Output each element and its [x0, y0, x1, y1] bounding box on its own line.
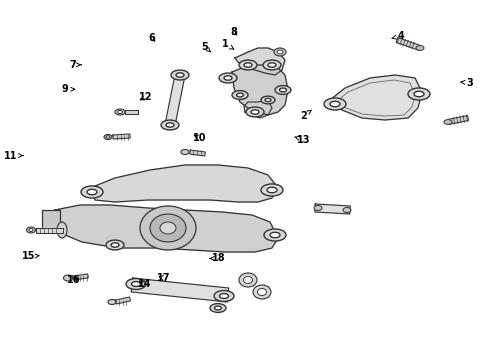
Text: 8: 8 — [230, 27, 237, 37]
Ellipse shape — [150, 214, 185, 242]
Text: 15: 15 — [21, 251, 39, 261]
Ellipse shape — [26, 227, 36, 233]
Polygon shape — [314, 204, 349, 214]
Ellipse shape — [165, 123, 174, 127]
Ellipse shape — [181, 149, 189, 154]
Text: 16: 16 — [66, 275, 80, 285]
Ellipse shape — [87, 189, 97, 195]
Ellipse shape — [244, 63, 251, 67]
Ellipse shape — [264, 229, 285, 241]
Text: 3: 3 — [460, 78, 472, 88]
Text: 10: 10 — [192, 132, 206, 143]
Ellipse shape — [261, 184, 283, 196]
Polygon shape — [189, 150, 205, 156]
Text: 7: 7 — [69, 60, 81, 70]
Text: 17: 17 — [157, 273, 170, 283]
Ellipse shape — [171, 70, 189, 80]
Ellipse shape — [63, 275, 72, 281]
Ellipse shape — [415, 46, 423, 50]
Polygon shape — [113, 134, 130, 139]
Text: 13: 13 — [294, 135, 310, 145]
Ellipse shape — [126, 279, 146, 289]
Text: 4: 4 — [391, 31, 404, 41]
Ellipse shape — [219, 293, 228, 298]
Ellipse shape — [245, 107, 264, 117]
Polygon shape — [165, 74, 184, 126]
Ellipse shape — [243, 276, 252, 284]
Text: 18: 18 — [209, 253, 225, 264]
Ellipse shape — [81, 186, 103, 198]
Polygon shape — [235, 48, 285, 75]
Polygon shape — [447, 116, 468, 125]
Ellipse shape — [224, 76, 231, 80]
Text: 11: 11 — [4, 150, 23, 161]
Ellipse shape — [131, 282, 140, 287]
Ellipse shape — [273, 48, 285, 56]
Ellipse shape — [104, 135, 112, 139]
Ellipse shape — [324, 98, 346, 110]
Polygon shape — [73, 274, 88, 280]
Text: 1: 1 — [221, 39, 233, 49]
Polygon shape — [395, 38, 420, 50]
Ellipse shape — [329, 101, 339, 107]
Text: 14: 14 — [137, 279, 151, 289]
Ellipse shape — [413, 91, 423, 97]
Text: 9: 9 — [61, 84, 75, 94]
Ellipse shape — [407, 88, 429, 100]
Polygon shape — [90, 165, 278, 202]
Polygon shape — [244, 100, 271, 118]
Ellipse shape — [342, 207, 350, 212]
Ellipse shape — [29, 229, 33, 231]
Ellipse shape — [266, 187, 276, 193]
Ellipse shape — [239, 60, 257, 70]
Ellipse shape — [236, 93, 243, 97]
Ellipse shape — [57, 222, 67, 238]
Ellipse shape — [115, 109, 125, 115]
Polygon shape — [231, 65, 287, 115]
Ellipse shape — [231, 91, 247, 99]
Polygon shape — [36, 228, 63, 233]
Ellipse shape — [263, 60, 281, 70]
Ellipse shape — [443, 120, 451, 125]
Ellipse shape — [161, 120, 179, 130]
Ellipse shape — [313, 206, 321, 211]
Ellipse shape — [117, 111, 122, 113]
Polygon shape — [329, 75, 421, 120]
Polygon shape — [115, 297, 130, 304]
Ellipse shape — [279, 88, 286, 92]
Ellipse shape — [252, 285, 270, 299]
Ellipse shape — [261, 96, 274, 104]
Text: 2: 2 — [299, 110, 311, 121]
Ellipse shape — [250, 110, 259, 114]
Ellipse shape — [214, 291, 234, 301]
Text: 5: 5 — [201, 42, 210, 52]
Ellipse shape — [106, 136, 110, 138]
Ellipse shape — [257, 288, 266, 296]
Ellipse shape — [276, 50, 283, 54]
Ellipse shape — [111, 243, 119, 247]
Polygon shape — [125, 110, 138, 114]
Ellipse shape — [219, 73, 237, 83]
Bar — [42, 210, 60, 230]
Polygon shape — [131, 278, 228, 302]
Ellipse shape — [269, 232, 280, 238]
Ellipse shape — [108, 300, 116, 305]
Ellipse shape — [160, 222, 176, 234]
Ellipse shape — [267, 63, 275, 67]
Text: 6: 6 — [148, 33, 155, 43]
Ellipse shape — [140, 206, 196, 250]
Text: 12: 12 — [139, 92, 152, 102]
Ellipse shape — [274, 86, 290, 94]
Ellipse shape — [214, 306, 221, 310]
Polygon shape — [48, 205, 278, 252]
Ellipse shape — [209, 303, 225, 312]
Ellipse shape — [264, 98, 270, 102]
Ellipse shape — [106, 240, 124, 250]
Ellipse shape — [176, 73, 183, 77]
Ellipse shape — [239, 273, 257, 287]
